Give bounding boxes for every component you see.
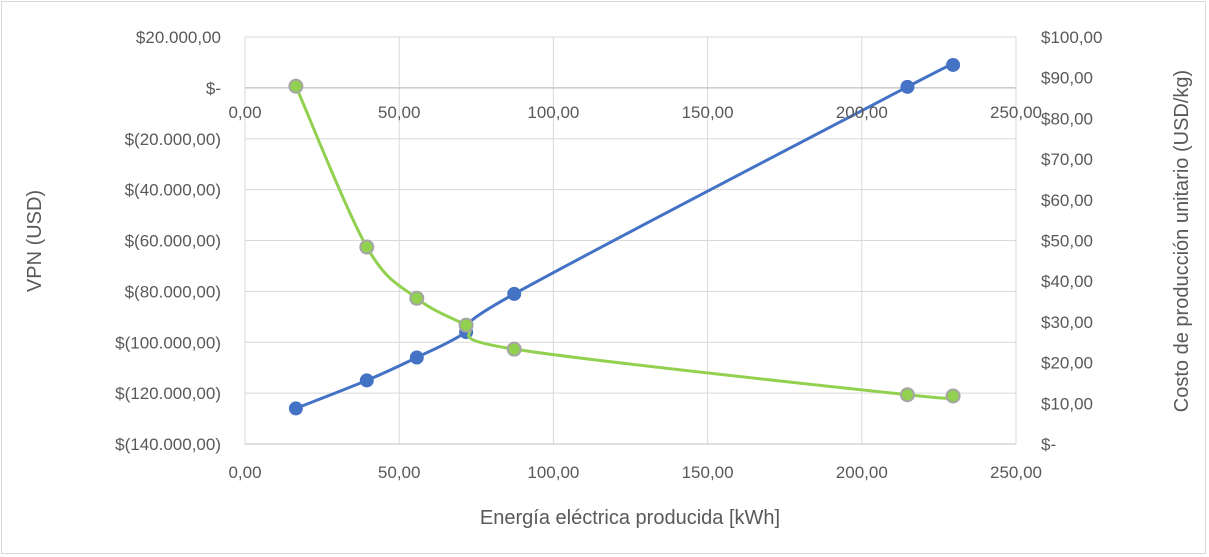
data-point-series-2	[506, 341, 522, 357]
x-tick-label: 100,00	[527, 463, 579, 482]
data-point-series-2	[945, 388, 961, 404]
y2-tick-label: $-	[1041, 435, 1056, 454]
y2-tick-label: $70,00	[1041, 150, 1093, 169]
y2-tick-label: $60,00	[1041, 191, 1093, 210]
data-point-series-2	[458, 317, 474, 333]
x-tick-label: 150,00	[682, 463, 734, 482]
series-line-2	[294, 84, 957, 401]
data-point-series-1	[946, 57, 961, 72]
x-tick-label-top: 150,00	[682, 103, 734, 122]
y-tick-label: $(100.000,00)	[115, 333, 221, 352]
y2-tick-label: $10,00	[1041, 394, 1093, 413]
data-point-series-1	[288, 401, 303, 416]
x-tick-label-top: 200,00	[836, 103, 888, 122]
data-point-series-2	[359, 239, 375, 255]
data-point-series-1	[359, 373, 374, 388]
data-point-series-2	[288, 78, 304, 94]
y-tick-label: $20.000,00	[136, 28, 221, 47]
y-axis-title: VPN (USD)	[24, 190, 46, 292]
x-tick-label-top: 0,00	[228, 103, 261, 122]
data-point-series-1	[507, 286, 522, 301]
x-tick-label: 50,00	[378, 463, 421, 482]
y-tick-label: $(140.000,00)	[115, 435, 221, 454]
x-tick-label-top: 50,00	[378, 103, 421, 122]
y2-axis-title: Costo de producción unitario (USD/kg)	[1171, 70, 1193, 412]
tick-labels: 0,00 50,00 100,00 150,00 200,00 250,00 0,00 50,…	[115, 28, 1102, 482]
y-tick-label: $(20.000,00)	[125, 130, 221, 149]
x-tick-label: 200,00	[836, 463, 888, 482]
x-tick-label: 0,00	[228, 463, 261, 482]
axes	[245, 37, 1017, 445]
data-point-series-2	[409, 290, 425, 306]
y2-tick-label: $40,00	[1041, 272, 1093, 291]
y2-tick-label: $80,00	[1041, 109, 1093, 128]
x-tick-label-top: 250,00	[990, 103, 1042, 122]
y-tick-label: $-	[206, 79, 221, 98]
series-layer	[288, 57, 961, 416]
x-tick-label: 250,00	[990, 463, 1042, 482]
y2-tick-label: $20,00	[1041, 354, 1093, 373]
x-axis-title: Energía eléctrica producida [kWh]	[480, 507, 780, 529]
y2-tick-label: $100,00	[1041, 28, 1102, 47]
y-tick-label: $(80.000,00)	[125, 282, 221, 301]
x-tick-label-top: 100,00	[527, 103, 579, 122]
data-point-series-2	[899, 387, 915, 403]
y2-tick-label: $30,00	[1041, 313, 1093, 332]
y2-tick-label: $50,00	[1041, 232, 1093, 251]
data-point-series-1	[409, 350, 424, 365]
data-point-series-1	[900, 79, 915, 94]
y-tick-label: $(120.000,00)	[115, 384, 221, 403]
y-tick-label: $(40.000,00)	[125, 181, 221, 200]
y-tick-label: $(60.000,00)	[125, 232, 221, 251]
y2-tick-label: $90,00	[1041, 69, 1093, 88]
